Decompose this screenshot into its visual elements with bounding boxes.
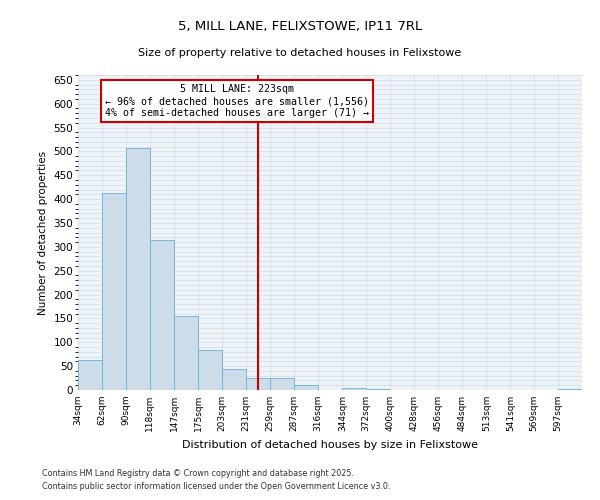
Bar <box>343 388 366 390</box>
Bar <box>102 194 126 390</box>
Bar <box>366 389 390 390</box>
Bar <box>222 368 246 390</box>
Text: 5, MILL LANE, FELIXSTOWE, IP11 7RL: 5, MILL LANE, FELIXSTOWE, IP11 7RL <box>178 20 422 33</box>
Bar <box>78 360 102 390</box>
Text: Contains public sector information licensed under the Open Government Licence v3: Contains public sector information licen… <box>42 482 391 491</box>
Text: Size of property relative to detached houses in Felixstowe: Size of property relative to detached ho… <box>139 48 461 58</box>
X-axis label: Distribution of detached houses by size in Felixstowe: Distribution of detached houses by size … <box>182 440 478 450</box>
Text: 5 MILL LANE: 223sqm
← 96% of detached houses are smaller (1,556)
4% of semi-deta: 5 MILL LANE: 223sqm ← 96% of detached ho… <box>105 84 369 117</box>
Bar <box>246 378 270 390</box>
Bar <box>149 240 173 390</box>
Bar <box>198 350 222 390</box>
Bar <box>558 389 582 390</box>
Bar <box>270 378 294 390</box>
Bar <box>175 316 198 390</box>
Bar <box>294 385 317 390</box>
Y-axis label: Number of detached properties: Number of detached properties <box>38 150 48 314</box>
Text: Contains HM Land Registry data © Crown copyright and database right 2025.: Contains HM Land Registry data © Crown c… <box>42 468 354 477</box>
Bar <box>126 148 149 390</box>
